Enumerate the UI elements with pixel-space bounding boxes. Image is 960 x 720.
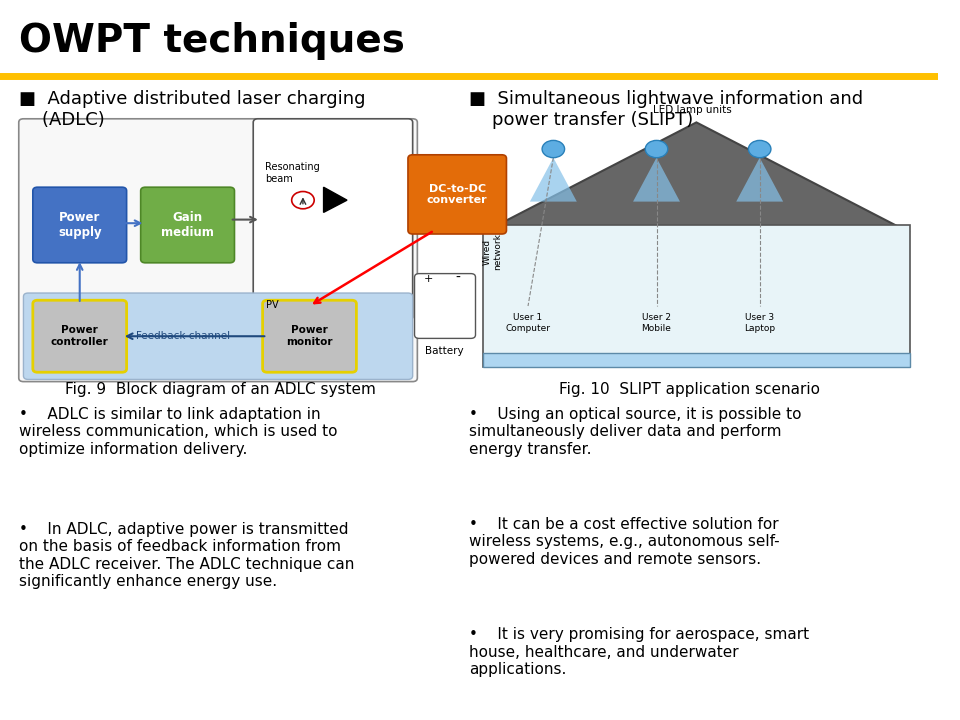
Text: PV: PV [266,300,279,310]
FancyBboxPatch shape [19,119,418,382]
FancyBboxPatch shape [33,187,127,263]
FancyBboxPatch shape [253,119,413,320]
Text: LED lamp units: LED lamp units [653,105,732,115]
Circle shape [645,140,668,158]
Text: •    Using an optical source, it is possible to
simultaneously deliver data and : • Using an optical source, it is possibl… [468,407,802,456]
Text: User 1
Computer: User 1 Computer [506,313,550,333]
FancyBboxPatch shape [408,155,507,234]
Text: OWPT techniques: OWPT techniques [19,22,404,60]
Text: Fig. 10  SLIPT application scenario: Fig. 10 SLIPT application scenario [559,382,820,397]
Polygon shape [324,187,347,212]
Text: -: - [456,271,461,284]
Text: Fig. 9  Block diagram of an ADLC system: Fig. 9 Block diagram of an ADLC system [65,382,375,397]
Text: •    ADLC is similar to link adaptation in
wireless communication, which is used: • ADLC is similar to link adaptation in … [19,407,337,456]
Polygon shape [530,158,577,202]
Text: +: + [424,274,433,284]
Text: •    In ADLC, adaptive power is transmitted
on the basis of feedback information: • In ADLC, adaptive power is transmitted… [19,522,354,589]
Text: Wired
network: Wired network [483,233,502,271]
Polygon shape [483,122,910,233]
Polygon shape [483,353,910,367]
Text: ■  Adaptive distributed laser charging
    (ADLC): ■ Adaptive distributed laser charging (A… [19,90,365,129]
Text: Gain
medium: Gain medium [161,211,214,239]
Text: Battery: Battery [425,346,464,356]
Text: User 3
Laptop: User 3 Laptop [744,313,776,333]
Text: •    It is very promising for aerospace, smart
house, healthcare, and underwater: • It is very promising for aerospace, sm… [468,627,809,677]
FancyBboxPatch shape [483,225,910,367]
FancyBboxPatch shape [23,293,413,379]
Circle shape [542,140,564,158]
Text: •    It can be a cost effective solution for
wireless systems, e.g., autonomous : • It can be a cost effective solution fo… [468,517,780,567]
Text: Power
supply: Power supply [58,211,102,239]
FancyBboxPatch shape [263,300,356,372]
Circle shape [749,140,771,158]
FancyBboxPatch shape [33,300,127,372]
Text: Feedback channel: Feedback channel [135,331,230,341]
Text: ■  Simultaneous lightwave information and
    power transfer (SLIPT): ■ Simultaneous lightwave information and… [468,90,863,129]
Polygon shape [633,158,680,202]
Text: Resonating
beam: Resonating beam [265,162,321,184]
Text: User 2
Mobile: User 2 Mobile [641,313,671,333]
FancyBboxPatch shape [141,187,234,263]
Text: DC-to-DC
converter: DC-to-DC converter [427,184,488,205]
Text: Power
monitor: Power monitor [286,325,333,347]
Polygon shape [736,158,783,202]
Text: Power
controller: Power controller [51,325,108,347]
FancyBboxPatch shape [415,274,475,338]
